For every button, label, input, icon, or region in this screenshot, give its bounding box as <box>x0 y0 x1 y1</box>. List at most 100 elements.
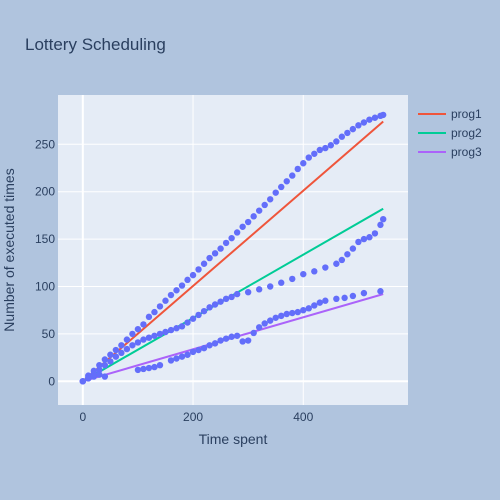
scatter-point <box>129 330 136 338</box>
scatter-point <box>123 336 131 343</box>
scatter-point <box>173 325 180 332</box>
scatter-point <box>338 256 346 264</box>
series-line-prog1 <box>82 120 384 383</box>
scatter-point <box>173 287 180 294</box>
chart-title: Lottery Scheduling <box>25 35 166 54</box>
scatter-point <box>360 119 368 126</box>
scatter-point <box>272 189 279 196</box>
scatter-point <box>360 235 368 243</box>
scatter-point <box>261 201 268 209</box>
scatter-point <box>311 268 318 275</box>
y-tick-label: 250 <box>35 137 55 151</box>
x-tick-label: 0 <box>79 410 86 424</box>
scatter-point <box>217 337 224 344</box>
scatter-point <box>184 319 191 326</box>
scatter-point <box>294 165 301 173</box>
scatter-point <box>333 295 340 303</box>
scatter-point <box>341 294 348 302</box>
x-tick-label: 200 <box>183 410 203 424</box>
scatter-point <box>377 288 384 295</box>
scatter-point <box>145 313 153 321</box>
scatter-point <box>228 234 235 242</box>
scatter-point <box>129 342 136 349</box>
scatter-point <box>255 286 263 293</box>
scatter-point <box>250 329 257 337</box>
scatter-point <box>233 229 241 236</box>
scatter-point <box>255 324 263 331</box>
scatter-point <box>206 304 213 311</box>
scatter-point <box>278 279 285 286</box>
scatter-point <box>300 270 307 278</box>
scatter-point <box>156 361 164 369</box>
scatter-point <box>112 346 120 354</box>
scatter-point <box>355 122 362 129</box>
scatter-point <box>189 271 197 279</box>
scatter-point <box>134 339 142 346</box>
y-axis-title: Number of executed times <box>1 168 17 331</box>
scatter-point <box>267 196 274 203</box>
scatter-point <box>123 345 131 353</box>
scatter-point <box>349 125 357 133</box>
scatter-point <box>118 342 125 349</box>
scatter-point <box>244 337 252 344</box>
scatter-point <box>239 338 246 345</box>
scatter-point <box>300 160 307 167</box>
scatter-point <box>90 373 98 380</box>
scatter-point <box>184 276 191 284</box>
scatter-point <box>112 353 120 360</box>
scatter-point <box>371 114 379 121</box>
scatter-point <box>322 144 329 152</box>
scatter-point <box>167 291 175 299</box>
scatter-point <box>338 133 346 140</box>
y-tick-label: 50 <box>42 327 56 341</box>
y-tick-label: 0 <box>48 374 55 388</box>
scatter-point <box>278 312 285 320</box>
scatter-point <box>140 365 147 373</box>
y-tick-label: 150 <box>35 232 55 246</box>
legend-label-prog3: prog3 <box>451 145 482 159</box>
scatter-point <box>289 275 296 283</box>
scatter-point <box>311 150 318 157</box>
scatter-points <box>79 111 387 385</box>
scatter-point <box>195 311 202 319</box>
x-tick-labels: 0 200 400 <box>79 410 313 424</box>
scatter-point <box>195 266 202 273</box>
scatter-point <box>206 342 213 349</box>
scatter-point <box>300 306 307 314</box>
scatter-point <box>344 129 351 137</box>
scatter-point <box>217 245 224 252</box>
legend-label-prog1: prog1 <box>451 107 482 121</box>
scatter-point <box>101 356 109 363</box>
scatter-point <box>371 230 379 237</box>
scatter-point <box>211 250 219 257</box>
scatter-point <box>134 366 142 374</box>
scatter-point <box>344 251 351 258</box>
scatter-point <box>294 308 301 316</box>
scatter-point <box>250 213 257 220</box>
scatter-point <box>162 328 169 336</box>
scatter-point <box>333 138 340 145</box>
scatter-point <box>134 325 142 333</box>
scatter-point <box>228 293 235 301</box>
scatter-point <box>261 320 268 327</box>
scatter-point <box>96 366 103 374</box>
scatter-point <box>267 283 274 290</box>
scatter-point <box>167 326 175 334</box>
scatter-point <box>140 336 147 343</box>
scatter-point <box>366 234 373 241</box>
scatter-point <box>316 146 324 154</box>
scatter-point <box>151 308 158 316</box>
scatter-point <box>211 301 219 308</box>
scatter-point <box>184 351 191 358</box>
scatter-point <box>217 298 224 305</box>
scatter-point <box>79 378 87 385</box>
scatter-point <box>211 340 219 347</box>
scatter-point <box>140 321 147 328</box>
scatter-point <box>178 353 186 360</box>
legend-label-prog2: prog2 <box>451 126 482 140</box>
scatter-point <box>178 282 186 289</box>
scatter-point <box>239 223 246 230</box>
scatter-point <box>233 290 241 298</box>
scatter-point <box>366 116 373 123</box>
